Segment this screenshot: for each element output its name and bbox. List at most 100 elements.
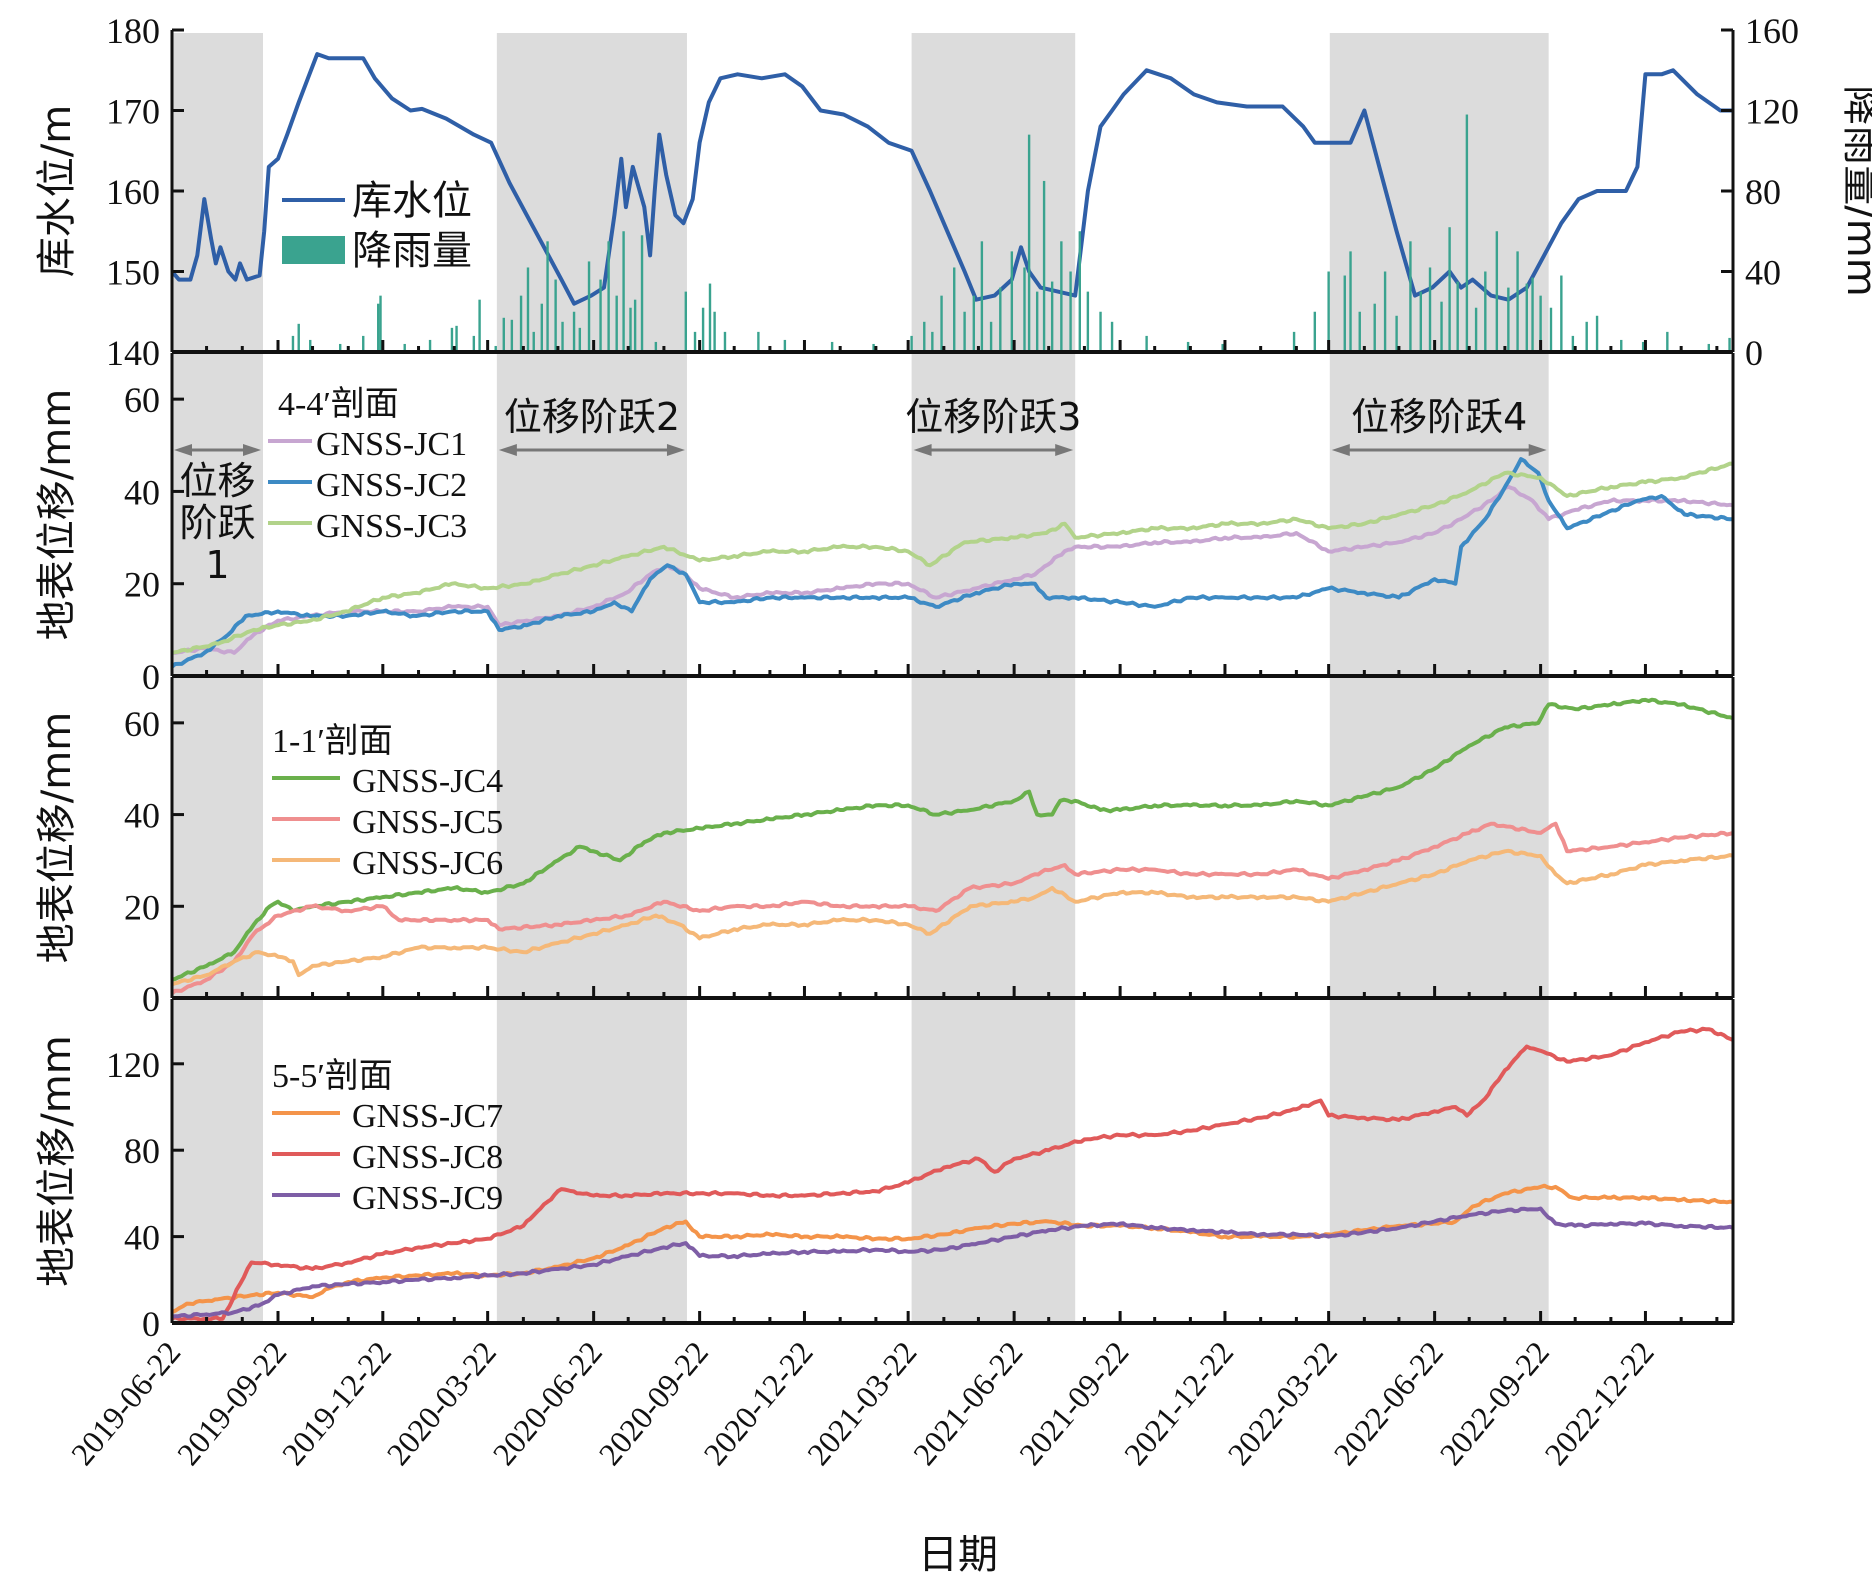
rain-bar	[1086, 291, 1090, 352]
legend-label-GNSS-JC5: GNSS-JC5	[352, 804, 503, 841]
x-tick-label: 2020-12-22	[696, 1334, 820, 1472]
rain-bar	[1373, 303, 1376, 352]
annotation-label: 阶跃	[179, 501, 255, 545]
y-tick-label: 150	[106, 253, 160, 293]
rain-bar	[1641, 341, 1645, 352]
rain-bar	[1358, 311, 1361, 352]
y-tick-label: 60	[124, 704, 160, 744]
rain-bar	[587, 261, 591, 352]
rain-bar	[953, 267, 956, 352]
rain-bar	[1571, 335, 1575, 352]
rain-bar	[1507, 287, 1510, 352]
rain-bar	[450, 327, 454, 352]
series-line-GNSS-JC8	[171, 1026, 1734, 1322]
legend-label-GNSS-JC1: GNSS-JC1	[316, 426, 467, 463]
x-tick-label: 2019-12-22	[275, 1334, 399, 1472]
rain-bar	[640, 235, 644, 352]
y-tick-label: 40	[124, 1218, 160, 1258]
rain-bar	[654, 341, 658, 352]
rain-bar	[1465, 114, 1469, 353]
rain-bar	[723, 331, 727, 352]
rain-bar	[931, 331, 934, 352]
rain-bar	[572, 311, 576, 352]
annotation-label: 1	[205, 543, 229, 587]
y-axis-title: 地表位移/mm	[34, 389, 80, 640]
annotation-label: 位移阶跃2	[504, 395, 680, 439]
arrow-head-right	[1055, 444, 1074, 456]
rain-bar	[684, 291, 688, 352]
x-tick-label: 2020-06-22	[485, 1334, 609, 1472]
legend-label-GNSS-JC7: GNSS-JC7	[352, 1098, 503, 1135]
rain-bar	[1050, 281, 1054, 352]
rain-bar	[1035, 291, 1039, 352]
x-tick-label: 2022-09-22	[1432, 1334, 1556, 1472]
rain-bar	[1395, 315, 1398, 352]
series-line-GNSS-JC6	[171, 848, 1734, 987]
annotation-label: 位移	[179, 459, 255, 503]
rain-bar	[708, 283, 712, 352]
rain-bar	[980, 241, 984, 352]
rain-bar	[455, 325, 458, 352]
panel-section-1-1	[170, 697, 1734, 995]
rain-bar	[1456, 281, 1459, 352]
plot-area	[170, 52, 1734, 1322]
legend-label-GNSS-JC2: GNSS-JC2	[316, 467, 467, 504]
rain-bar	[622, 231, 625, 352]
rain-bar	[519, 295, 523, 352]
rain-bar	[629, 307, 632, 352]
rain-bar	[1010, 251, 1014, 352]
rain-bar	[502, 317, 505, 352]
arrow-head-left	[174, 444, 192, 456]
rain-bar	[338, 343, 342, 352]
rain-bar	[607, 241, 610, 352]
series-line-GNSS-JC9	[171, 1206, 1734, 1319]
rain-bar	[403, 343, 406, 352]
rain-bar	[1495, 231, 1499, 352]
x-tick-label: 2021-09-22	[1012, 1334, 1136, 1472]
y2-tick-label: 80	[1745, 172, 1781, 212]
x-tick-label: 2019-09-22	[170, 1334, 294, 1472]
rain-bar	[510, 319, 514, 352]
rain-bar	[701, 307, 705, 352]
y-tick-label: 40	[124, 472, 160, 512]
rain-bar	[428, 339, 432, 352]
rain-bar	[578, 327, 582, 352]
rain-bar	[1560, 275, 1563, 352]
rain-bar	[546, 241, 549, 352]
rain-bar	[1525, 283, 1528, 352]
rain-bar	[1428, 267, 1432, 352]
rain-bar	[1409, 241, 1412, 352]
legend-label-GNSS-JC9: GNSS-JC9	[352, 1180, 503, 1217]
rain-bar	[1292, 331, 1296, 352]
y-tick-label: 40	[124, 796, 160, 836]
rain-bar	[494, 345, 497, 352]
x-axis-title: 日期	[918, 1532, 998, 1578]
rain-bar	[1186, 341, 1190, 352]
x-tick-label: 2021-03-22	[800, 1334, 924, 1472]
rain-bar	[540, 303, 544, 352]
rain-bar	[1023, 267, 1026, 352]
arrow-head-right	[1528, 444, 1547, 456]
rain-bar	[532, 331, 535, 352]
y-tick-label: 0	[142, 657, 160, 697]
x-tick-label: 2022-03-22	[1220, 1334, 1344, 1472]
rain-bar	[693, 331, 697, 352]
axes-frames	[170, 28, 1735, 1325]
legend-label: 降雨量	[352, 228, 472, 274]
rain-bar	[1531, 277, 1534, 352]
rain-bar	[1484, 271, 1487, 352]
rain-bar	[1110, 321, 1114, 352]
legend-title-section-1-1: 1-1′剖面	[272, 722, 393, 760]
series-line-GNSS-JC5	[170, 821, 1734, 995]
rain-bar	[1060, 241, 1063, 352]
rain-bar	[1343, 275, 1346, 352]
rain-bar	[830, 341, 834, 352]
series-line-GNSS-JC3	[171, 461, 1734, 655]
arrow-head-left	[1331, 444, 1350, 456]
x-tick-label: 2021-06-22	[906, 1334, 1030, 1472]
rain-bar	[377, 303, 380, 352]
rain-bar	[561, 321, 564, 352]
rain-bar	[1042, 180, 1046, 352]
